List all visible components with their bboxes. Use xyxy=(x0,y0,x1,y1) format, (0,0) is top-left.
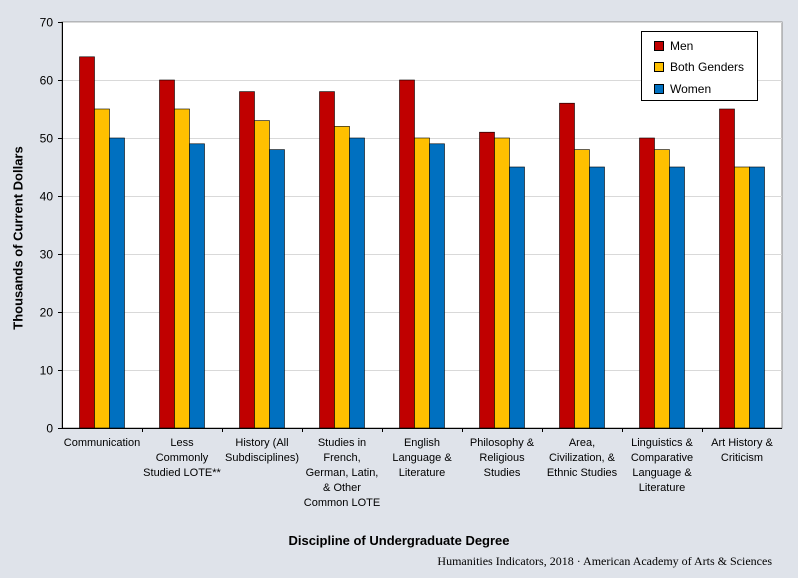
legend-item-both-genders: Both Genders xyxy=(654,59,744,75)
x-tick-label: Art History & Criticism xyxy=(701,436,783,466)
x-tick-label: Philosophy & Religious Studies xyxy=(461,436,543,481)
bar-women xyxy=(589,166,605,429)
x-tick-label-line: Area, xyxy=(568,437,596,449)
legend-label-both-genders: Both Genders xyxy=(670,60,745,74)
bar-men xyxy=(159,79,175,429)
x-tick-label-line: Religious xyxy=(479,452,525,464)
bar-men xyxy=(239,91,255,429)
legend-label-women: Women xyxy=(670,82,712,96)
x-tick-label-line: German, Latin, xyxy=(305,467,379,479)
x-tick-label: History (All Subdisciplines) xyxy=(221,436,303,466)
y-tick-label: 0 xyxy=(46,422,53,436)
x-tick-label: Area, Civilization, & Ethnic Studies xyxy=(541,436,623,481)
x-tick-label-line: Common LOTE xyxy=(303,497,381,509)
bar-both-genders xyxy=(94,108,110,429)
x-tick-label-line: English xyxy=(403,437,441,449)
y-tick-label: 20 xyxy=(40,306,54,320)
x-tick-label-line: Ethnic Studies xyxy=(546,467,618,479)
legend-label-men: Men xyxy=(670,39,694,53)
y-tick-label: 40 xyxy=(40,190,54,204)
x-tick-label-line: Studies in xyxy=(317,437,367,449)
x-tick-label-line: Philosophy & xyxy=(469,437,535,449)
x-tick-label: Linguistics & Comparative Language & Litera… xyxy=(621,436,703,496)
x-axis-title: Discipline of Undergraduate Degree xyxy=(288,533,510,548)
x-tick-label-line: History (All xyxy=(235,437,289,449)
x-tick-label-line: Studied LOTE** xyxy=(143,467,221,479)
bar-both-genders xyxy=(494,137,510,429)
bar-men xyxy=(319,91,335,429)
x-tick-label: Less Commonly Studied LOTE** xyxy=(141,436,223,481)
legend-item-men: Men xyxy=(654,38,693,54)
bar-both-genders xyxy=(254,120,270,429)
x-tick-label-line: Studies xyxy=(483,467,521,479)
x-tick-label-line: Language & xyxy=(632,467,692,479)
x-tick-label: English Language & Literature xyxy=(381,436,463,481)
y-tick-label: 10 xyxy=(40,364,54,378)
bar-women xyxy=(269,149,285,429)
x-tick-label-line: Linguistics & xyxy=(631,437,693,449)
bar-women xyxy=(509,166,525,429)
y-tick-label: 60 xyxy=(40,74,54,88)
legend: Men Both Genders Women xyxy=(641,31,758,101)
bar-both-genders xyxy=(734,166,750,429)
y-tick-label: 30 xyxy=(40,248,54,262)
bar-men xyxy=(559,102,575,429)
bar-both-genders xyxy=(334,126,350,429)
bar-both-genders xyxy=(574,149,590,429)
legend-swatch-both-genders xyxy=(654,61,664,72)
x-tick-label: Communication xyxy=(61,436,143,451)
x-tick-label-line: Commonly xyxy=(155,452,209,464)
x-tick-label-line: Literature xyxy=(638,482,686,494)
legend-item-women: Women xyxy=(654,81,711,97)
bar-both-genders xyxy=(414,137,430,429)
bar-women xyxy=(749,166,765,429)
x-tick-label-line: Literature xyxy=(398,467,446,479)
footer-credit: Humanities Indicators, 2018 · American A… xyxy=(437,554,772,568)
legend-swatch-women xyxy=(654,83,664,94)
bar-women xyxy=(109,137,125,429)
bar-men xyxy=(639,137,655,429)
x-tick-label-line: Communication xyxy=(63,437,141,449)
bar-women xyxy=(349,137,365,429)
y-tick-label: 50 xyxy=(40,132,54,146)
x-tick-label: Studies in French, German, Latin, & Other Co… xyxy=(301,436,383,511)
bar-both-genders xyxy=(654,149,670,429)
bar-women xyxy=(189,143,205,429)
x-tick-label-line: Civilization, & xyxy=(548,452,616,464)
legend-swatch-men xyxy=(654,40,664,51)
bar-men xyxy=(79,56,95,429)
x-tick-label-line: & Other xyxy=(323,482,361,494)
bar-men xyxy=(399,79,415,429)
x-tick-label-line: Language & xyxy=(392,452,452,464)
x-tick-label-line: French, xyxy=(323,452,361,464)
x-tick-label-line: Subdisciplines) xyxy=(225,452,299,464)
y-tick-label: 70 xyxy=(40,16,54,30)
bar-men xyxy=(719,108,735,429)
bar-women xyxy=(429,143,445,429)
x-tick-label-line: Comparative xyxy=(630,452,694,464)
bar-men xyxy=(479,131,495,429)
bar-women xyxy=(669,166,685,429)
y-axis-title: Thousands of Current Dollars xyxy=(10,146,26,330)
bar-both-genders xyxy=(174,108,190,429)
x-tick-label-line: Art History & xyxy=(711,437,773,449)
x-tick-label-line: Criticism xyxy=(720,452,764,464)
x-tick-label-line: Less xyxy=(170,437,194,449)
